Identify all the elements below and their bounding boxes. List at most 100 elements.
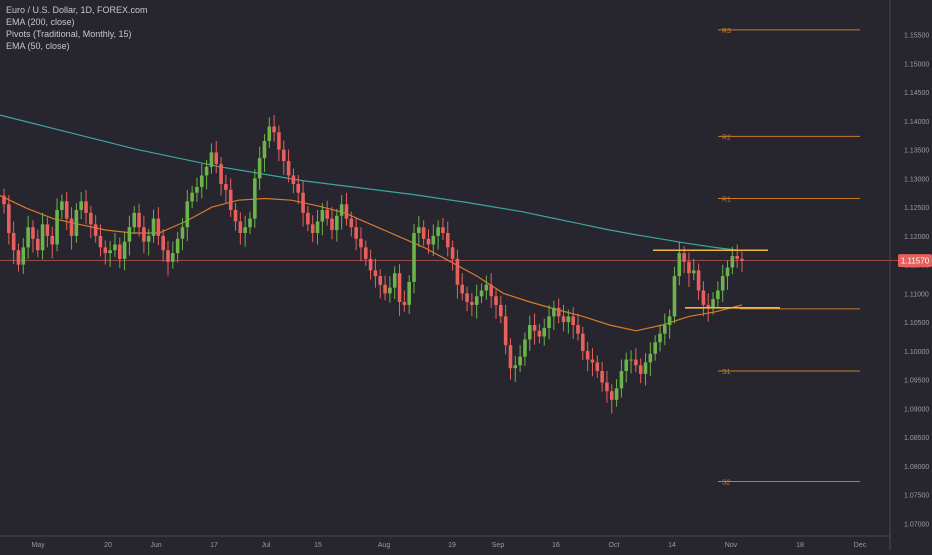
candle-body	[320, 209, 325, 222]
legend-symbol[interactable]: Euro / U.S. Dollar, 1D, FOREX.com	[6, 5, 148, 15]
candle-body	[363, 247, 368, 259]
candle-body	[166, 250, 170, 262]
candle-body	[605, 382, 609, 392]
x-tick-label: 18	[796, 542, 804, 549]
candle-body	[417, 227, 421, 233]
candle-body	[113, 244, 117, 251]
candle-body	[175, 238, 180, 254]
y-tick-label: 1.12500	[904, 205, 929, 212]
candle-body	[537, 330, 542, 337]
legend-pivots[interactable]: Pivots (Traditional, Monthly, 15)	[6, 29, 132, 39]
candle-body	[127, 227, 132, 242]
candle-body	[609, 391, 614, 400]
candle-body	[243, 227, 247, 233]
pivot-label-r3: R3	[722, 28, 731, 35]
candle-body	[286, 161, 291, 176]
candle-body	[629, 359, 633, 361]
candle-body	[103, 247, 108, 254]
candle-body	[489, 284, 493, 297]
candle-body	[349, 218, 354, 228]
candle-body	[228, 189, 233, 210]
x-tick-label: 19	[448, 542, 456, 549]
candle-body	[31, 227, 35, 239]
y-tick-label: 1.14000	[904, 119, 929, 126]
candle-body	[74, 209, 79, 236]
legend-ema50[interactable]: EMA (50, close)	[6, 41, 70, 51]
candle-body	[359, 238, 363, 248]
candle-body	[26, 227, 30, 248]
candle-body	[740, 258, 744, 261]
candle-body	[691, 270, 696, 274]
candle-body	[156, 218, 161, 236]
candle-body	[368, 258, 373, 271]
candle-body	[677, 253, 682, 277]
x-tick-label: 15	[314, 542, 322, 549]
candle-body	[55, 209, 59, 245]
candle-body	[552, 307, 556, 317]
candle-body	[716, 290, 720, 300]
candle-body	[325, 209, 329, 219]
candle-body	[171, 253, 175, 262]
candle-body	[518, 356, 522, 366]
pivot-label-r2: R2	[722, 134, 731, 141]
candle-body	[190, 192, 194, 202]
x-tick-label: 16	[552, 542, 560, 549]
y-tick-label: 1.12000	[904, 234, 929, 241]
candle-body	[445, 232, 450, 248]
candle-body	[397, 273, 402, 303]
y-tick-label: 1.09500	[904, 378, 929, 385]
candle-body	[600, 371, 604, 383]
candle-body	[735, 255, 739, 259]
candle-body	[460, 284, 465, 294]
x-tick-label: Aug	[378, 542, 391, 549]
candle-body	[204, 166, 209, 176]
candle-body	[392, 273, 397, 288]
candle-body	[16, 250, 21, 265]
candle-body	[653, 342, 657, 354]
candle-body	[643, 362, 648, 374]
candle-body	[412, 232, 416, 282]
candle-body	[310, 224, 315, 233]
candle-body	[267, 126, 272, 141]
candle-body	[503, 316, 508, 346]
horizontal-levels[interactable]	[653, 249, 780, 309]
pivot-levels: R3 R2 R1 S1 S2	[718, 28, 860, 487]
candle-body	[64, 201, 69, 219]
y-tick-label: 1.11000	[904, 291, 929, 298]
candle-body	[513, 365, 518, 369]
legend-ema200[interactable]: EMA (200, close)	[6, 17, 75, 27]
y-tick-label: 1.15500	[904, 33, 929, 40]
candle-body	[407, 281, 411, 305]
candle-body	[151, 218, 156, 236]
y-tick-label: 1.10500	[904, 320, 929, 327]
candle-body	[238, 221, 243, 233]
x-tick-label: Jul	[262, 542, 271, 549]
candle-body	[11, 232, 16, 251]
candle-body	[499, 304, 503, 317]
candle-body	[465, 293, 469, 303]
candle-body	[479, 290, 484, 297]
candle-body	[494, 296, 498, 305]
candle-body	[272, 126, 276, 133]
candle-body	[146, 235, 151, 242]
candle-body	[306, 212, 310, 225]
candle-body	[566, 316, 571, 323]
candle-body	[595, 362, 600, 372]
pivot-label-s2: S2	[722, 480, 731, 487]
candle-body	[585, 350, 590, 360]
x-tick-label: Dec	[854, 542, 867, 549]
candle-body	[108, 250, 112, 254]
candle-body	[426, 238, 431, 245]
candle-body	[339, 204, 344, 216]
candle-body	[667, 316, 672, 326]
candle-body	[122, 241, 127, 259]
candle-body	[508, 345, 513, 369]
candle-body	[214, 152, 219, 164]
candle-body	[330, 218, 334, 231]
candle-body	[335, 215, 339, 231]
pivot-label-s1: S1	[722, 369, 731, 376]
candle-body	[474, 296, 479, 305]
